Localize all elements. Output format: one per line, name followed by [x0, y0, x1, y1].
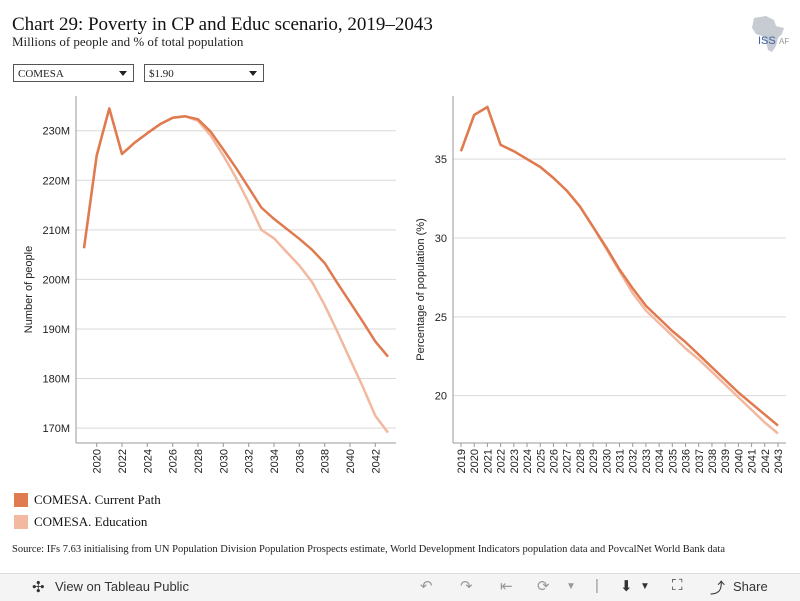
- x-tick-label: 2026: [168, 449, 180, 473]
- legend-label: COMESA. Education: [34, 514, 148, 529]
- y-tick-label: 25: [435, 312, 447, 324]
- tableau-toolbar: ✣ View on Tableau Public ↶ ↷ ⇤ ⟳ ▼ | ⬇ ▼…: [0, 573, 800, 601]
- y-tick-label: 210M: [42, 225, 70, 237]
- x-tick-label: 2035: [667, 449, 679, 473]
- africa-map-icon: [752, 16, 784, 52]
- source-note: Source: IFs 7.63 initialising from UN Po…: [12, 544, 725, 555]
- y-tick-label: 230M: [42, 126, 70, 138]
- legend-item-education[interactable]: COMESA. Education: [14, 512, 161, 532]
- y-axis-title: Number of people: [23, 246, 35, 333]
- legend-label: COMESA. Current Path: [34, 492, 161, 507]
- charts-area: 170M 180M 190M 200M 210M 220M 230M 2020 2022 2024…: [23, 96, 786, 473]
- x-tick-label: 2020: [92, 449, 104, 473]
- divider-icon: |: [595, 577, 599, 594]
- x-tick-label: 2032: [244, 449, 256, 473]
- x-tick-label: 2042: [760, 449, 772, 473]
- x-tick-label: 2020: [469, 449, 481, 473]
- chevron-down-icon: [249, 71, 257, 76]
- y-tick-label: 220M: [42, 175, 70, 187]
- x-tick-label: 2030: [218, 449, 230, 473]
- region-dropdown-value: COMESA: [18, 68, 64, 80]
- x-tick-label: 2034: [654, 449, 666, 473]
- revert-icon[interactable]: ⇤: [500, 578, 513, 595]
- chevron-down-icon: [119, 71, 127, 76]
- logo-text: ISS: [758, 35, 776, 47]
- x-tick-label: 2043: [773, 449, 785, 473]
- series-line-education[interactable]: [82, 107, 389, 434]
- x-tick-label: 2025: [535, 449, 547, 473]
- share-icon[interactable]: ⤴: [710, 580, 726, 597]
- download-icon[interactable]: ⬇: [620, 578, 633, 595]
- legend-item-current-path[interactable]: COMESA. Current Path: [14, 490, 161, 510]
- people-chart: 170M 180M 190M 200M 210M 220M 230M 2020 2022 2024…: [23, 96, 396, 473]
- x-tick-label: 2038: [320, 449, 332, 473]
- poverty-line-dropdown[interactable]: $1.90: [144, 64, 264, 82]
- iss-africa-logo: ISS AF: [752, 16, 789, 52]
- x-tick-label: 2036: [681, 449, 693, 473]
- x-tick-label: 2038: [707, 449, 719, 473]
- legend-swatch-education: [14, 515, 28, 529]
- x-tick-label: 2030: [601, 449, 613, 473]
- x-tick-label: 2037: [694, 449, 706, 473]
- x-tick-label: 2036: [294, 449, 306, 473]
- x-tick-label: 2029: [588, 449, 600, 473]
- x-tick-label: 2019: [456, 449, 468, 473]
- x-tick-label: 2031: [615, 449, 627, 473]
- x-tick-label: 2022: [496, 449, 508, 473]
- x-tick-label: 2033: [641, 449, 653, 473]
- series-line-current-path[interactable]: [459, 105, 779, 427]
- view-on-tableau-link[interactable]: View on Tableau Public: [55, 579, 189, 594]
- y-tick-label: 30: [435, 233, 447, 245]
- x-tick-label: 2026: [548, 449, 560, 473]
- x-tick-label: 2024: [522, 449, 534, 473]
- legend: COMESA. Current Path COMESA. Education: [14, 490, 161, 534]
- y-tick-label: 200M: [42, 274, 70, 286]
- x-tick-label: 2023: [509, 449, 521, 473]
- x-tick-label: 2021: [482, 449, 494, 473]
- series-line-current-path[interactable]: [82, 107, 389, 358]
- y-tick-label: 20: [435, 391, 447, 403]
- x-tick-label: 2042: [370, 449, 382, 473]
- y-tick-label: 180M: [42, 374, 70, 386]
- redo-icon[interactable]: ↷: [460, 578, 473, 595]
- x-tick-label: 2041: [747, 449, 759, 473]
- page-subtitle: Millions of people and % of total popula…: [12, 34, 244, 49]
- x-tick-label: 2027: [562, 449, 574, 473]
- y-tick-label: 35: [435, 154, 447, 166]
- logo-suffix: AF: [779, 37, 789, 46]
- undo-icon[interactable]: ↶: [420, 578, 433, 595]
- poverty-line-dropdown-value: $1.90: [149, 68, 174, 80]
- y-tick-label: 190M: [42, 324, 70, 336]
- x-tick-label: 2040: [733, 449, 745, 473]
- x-tick-label: 2022: [117, 449, 129, 473]
- x-tick-label: 2028: [575, 449, 587, 473]
- page-title: Chart 29: Poverty in CP and Educ scenari…: [12, 14, 433, 35]
- region-dropdown[interactable]: COMESA: [13, 64, 134, 82]
- download-dropdown-icon[interactable]: ▼: [640, 581, 650, 592]
- y-tick-label: 170M: [42, 423, 70, 435]
- refresh-dropdown-icon[interactable]: ▼: [566, 581, 576, 592]
- tableau-logo-icon: ✣: [32, 579, 45, 596]
- share-button[interactable]: Share: [733, 579, 768, 594]
- fullscreen-icon[interactable]: ⛶: [672, 577, 683, 594]
- y-axis-title: Percentage of population (%): [415, 218, 427, 360]
- x-tick-label: 2028: [193, 449, 205, 473]
- x-tick-label: 2034: [269, 449, 281, 473]
- x-tick-label: 2024: [142, 449, 154, 473]
- x-tick-label: 2032: [628, 449, 640, 473]
- refresh-icon[interactable]: ⟳: [537, 578, 550, 595]
- x-tick-label: 2039: [720, 449, 732, 473]
- x-tick-label: 2040: [345, 449, 357, 473]
- legend-swatch-current-path: [14, 493, 28, 507]
